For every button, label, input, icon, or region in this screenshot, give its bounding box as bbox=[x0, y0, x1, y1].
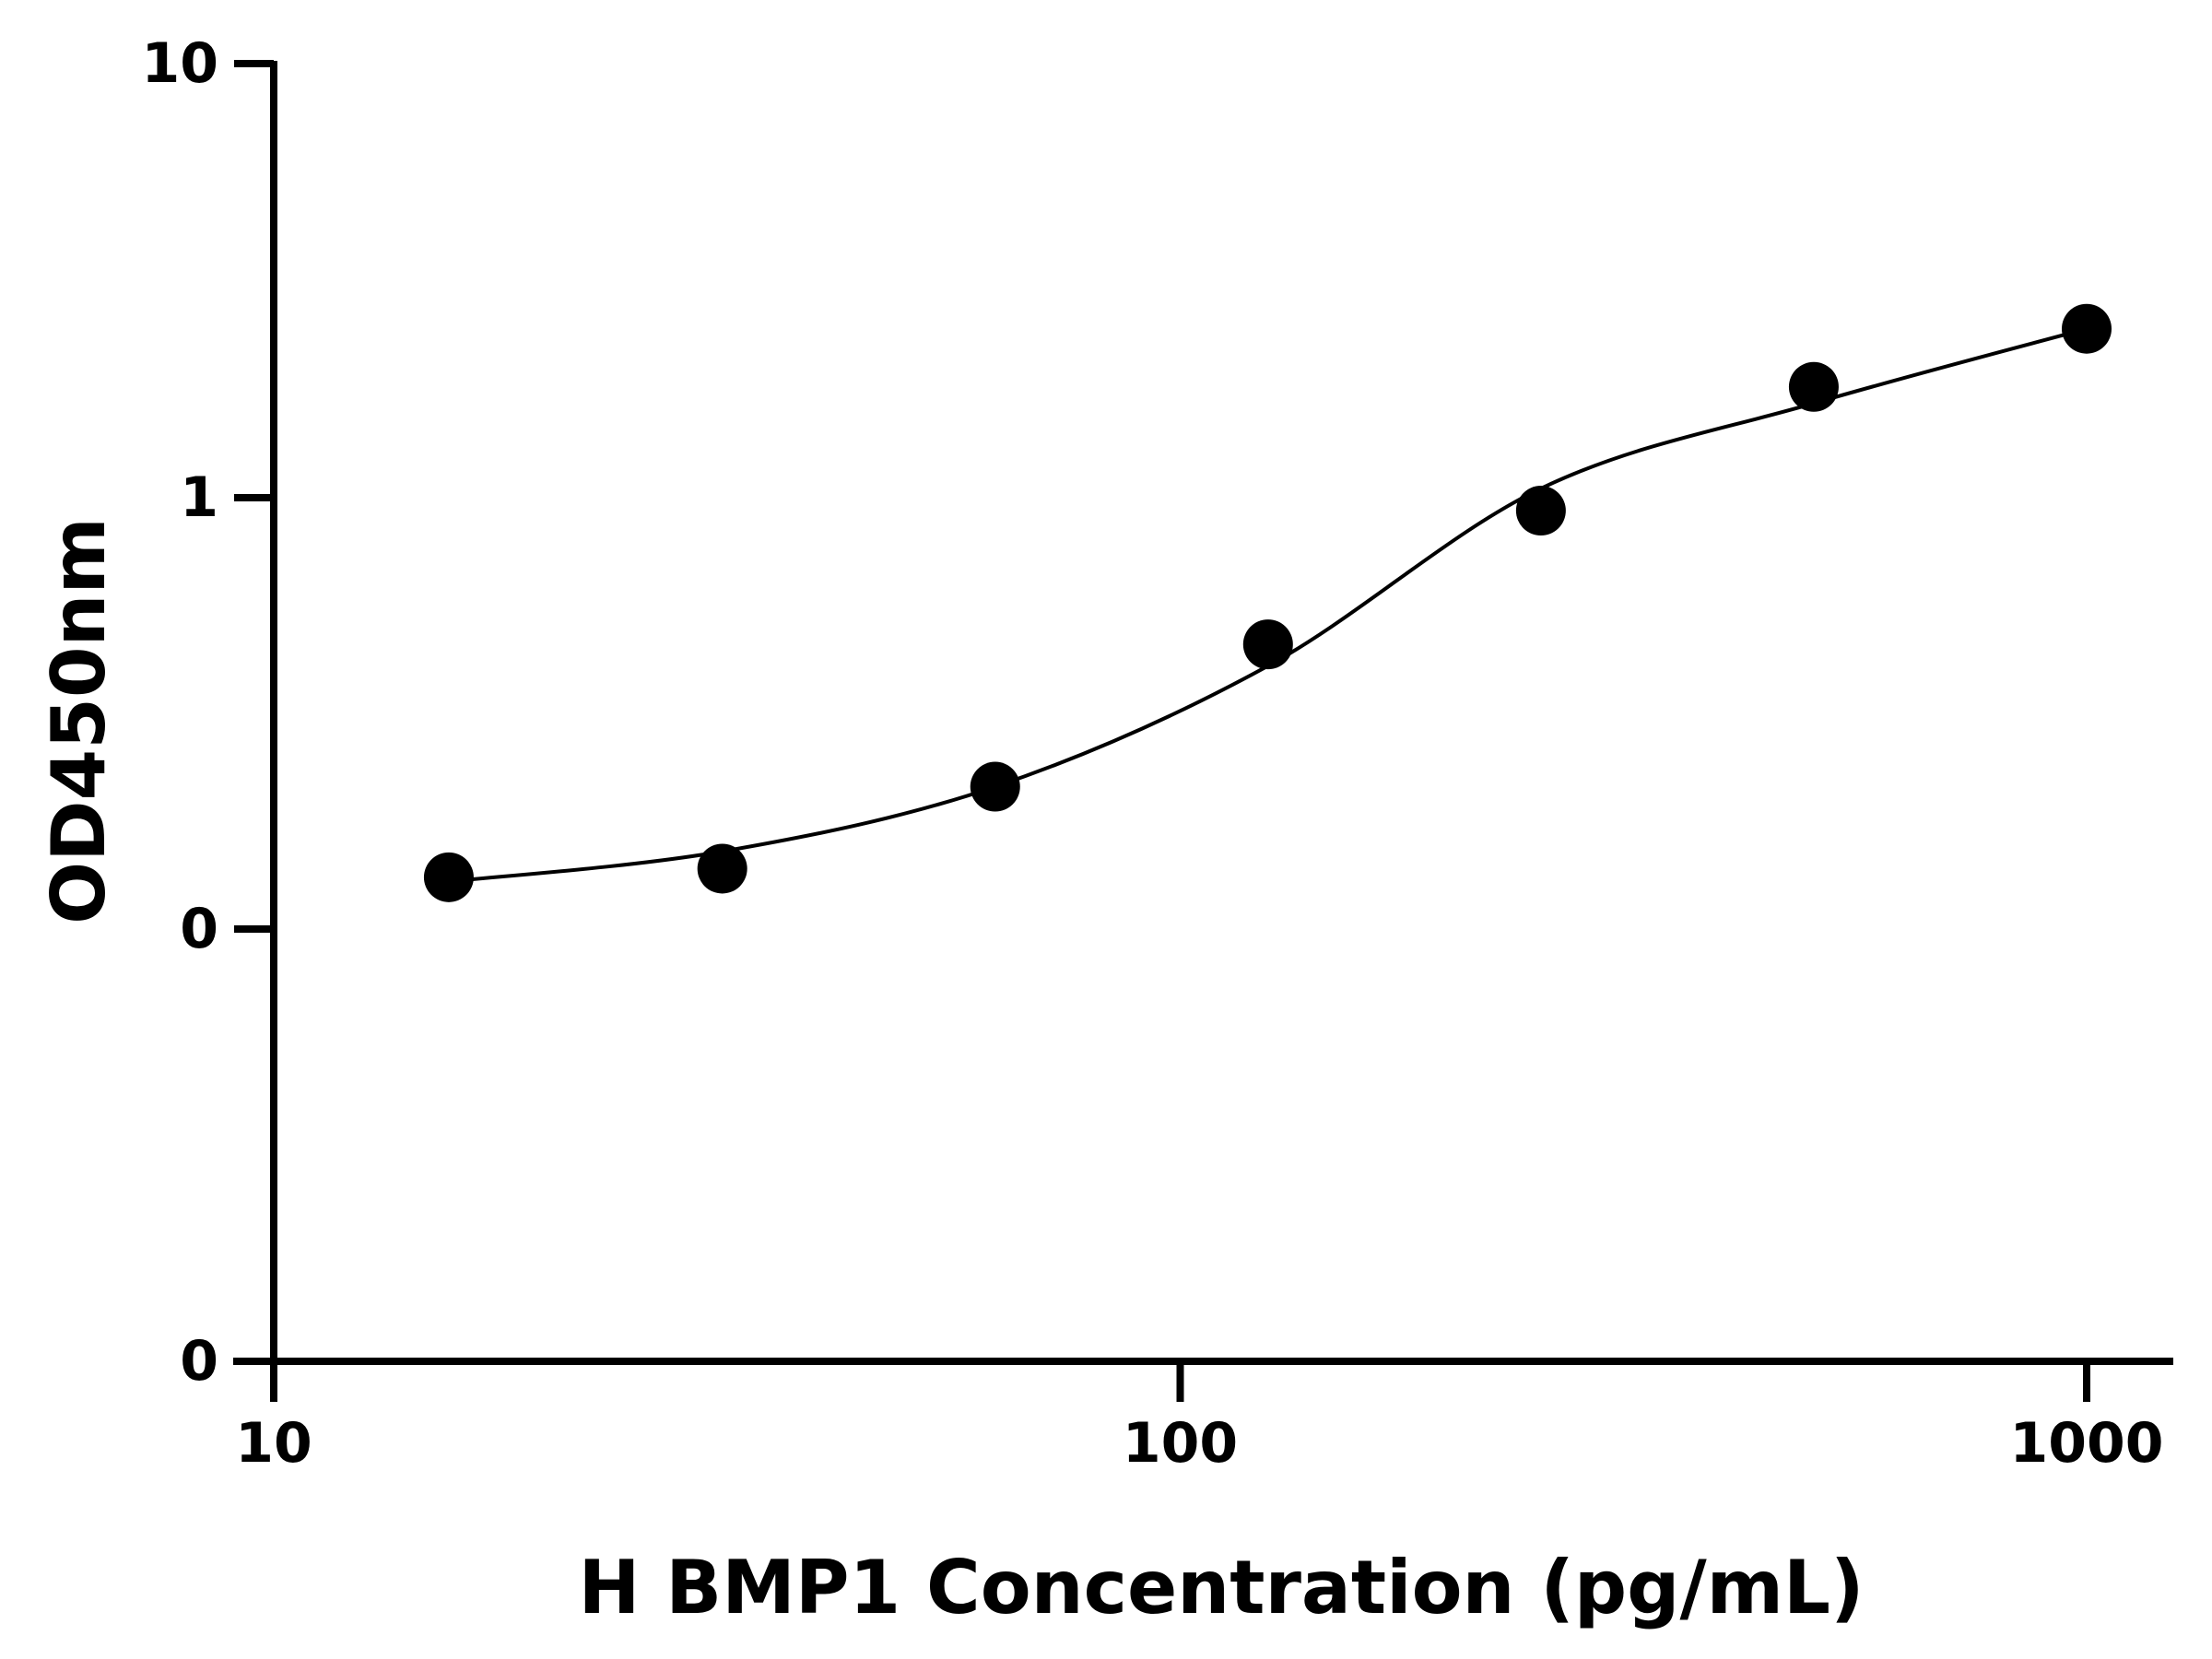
data-point bbox=[697, 843, 747, 894]
data-point bbox=[1515, 486, 1566, 536]
data-point bbox=[970, 761, 1020, 812]
axes bbox=[233, 61, 2173, 1365]
data-point bbox=[423, 852, 474, 902]
x-tick-label: 100 bbox=[1123, 1411, 1238, 1476]
data-point bbox=[2062, 303, 2112, 354]
x-ticks: 10 100 1000 bbox=[235, 1361, 2164, 1476]
data-point bbox=[1788, 361, 1839, 412]
x-axis-title: H BMP1 Concentration (pg/mL) bbox=[578, 1545, 1864, 1630]
fit-curve bbox=[448, 326, 2088, 884]
x-tick-label: 10 bbox=[235, 1411, 312, 1476]
y-tick-label: 0 bbox=[180, 897, 218, 961]
y-tick-label: 10 bbox=[142, 31, 219, 96]
data-points bbox=[423, 303, 2112, 902]
x-tick-label: 1000 bbox=[2010, 1411, 2164, 1476]
y-tick-label: 0 bbox=[180, 1329, 218, 1394]
data-point bbox=[1242, 619, 1293, 670]
y-tick-label: 1 bbox=[180, 465, 218, 530]
y-axis-title: OD450nm bbox=[36, 517, 122, 924]
y-ticks: 0 0 1 10 bbox=[142, 31, 274, 1394]
